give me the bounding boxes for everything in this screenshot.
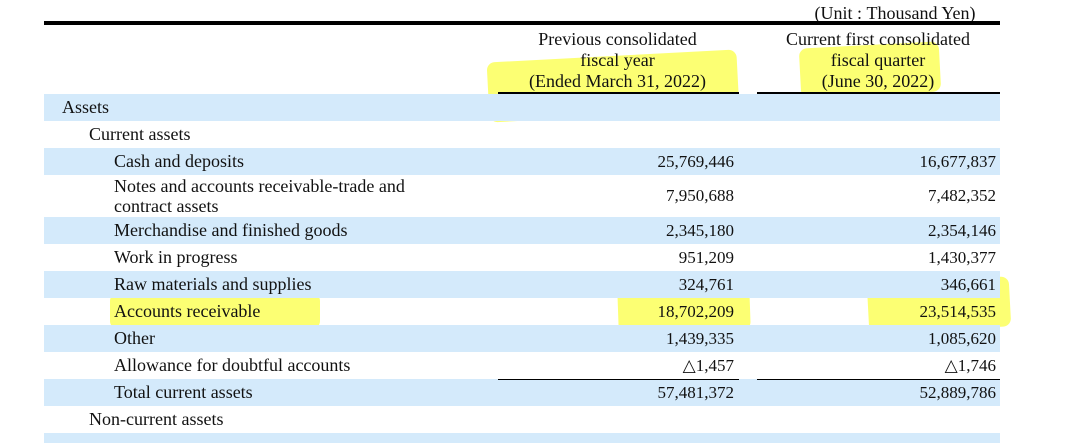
row-label: Current assets xyxy=(89,124,191,144)
column-separator xyxy=(757,92,1000,94)
value-previous: 57,481,372 xyxy=(657,383,735,402)
row-label: Work in progress xyxy=(114,247,238,267)
value-current: 52,889,786 xyxy=(919,383,997,402)
header-line: (June 30, 2022) xyxy=(821,71,935,91)
row-label: Non-current assets xyxy=(89,409,224,429)
highlight-accounts-receivable-label xyxy=(110,293,320,329)
subtotal-rule xyxy=(757,379,1000,380)
value-previous: 324,761 xyxy=(678,275,734,294)
value-current: 2,354,146 xyxy=(928,221,996,240)
value-previous: 951,209 xyxy=(678,248,734,267)
balance-sheet-table: Assets Current assets Cash and deposits … xyxy=(44,94,1000,443)
table-row: Assets xyxy=(44,94,1000,121)
table-row: Allowance for doubtful accounts △1,457 △… xyxy=(44,352,1000,379)
table-row: Current assets xyxy=(44,121,1000,148)
header-line: fiscal quarter xyxy=(830,50,926,70)
row-label: Assets xyxy=(62,97,110,117)
table-row xyxy=(44,433,1000,443)
table-row: Work in progress 951,209 1,430,377 xyxy=(44,244,1000,271)
table-top-rule xyxy=(44,21,1000,25)
table-row: Raw materials and supplies 324,761 346,6… xyxy=(44,271,1000,298)
table-row: Total current assets 57,481,372 52,889,7… xyxy=(44,379,1000,406)
value-current: 7,482,352 xyxy=(928,186,996,205)
value-previous: 1,439,335 xyxy=(666,329,734,348)
row-label: Allowance for doubtful accounts xyxy=(114,355,351,375)
row-label: Total current assets xyxy=(114,382,253,402)
table-row: Accounts receivable 18,702,209 23,514,53… xyxy=(44,298,1000,325)
value-current: 1,085,620 xyxy=(928,329,996,348)
header-line: fiscal year xyxy=(580,50,655,70)
value-current: 16,677,837 xyxy=(919,152,997,171)
row-label: Other xyxy=(114,328,155,348)
value-previous: △1,457 xyxy=(682,356,734,375)
row-label: Merchandise and finished goods xyxy=(114,220,348,240)
value-current: 346,661 xyxy=(940,275,996,294)
value-previous: 7,950,688 xyxy=(666,186,734,205)
value-current: 1,430,377 xyxy=(928,248,996,267)
header-line: Previous consolidated xyxy=(538,29,697,49)
column-header-previous: Previous consolidated fiscal year (Ended… xyxy=(496,29,739,92)
column-header-current: Current first consolidated fiscal quarte… xyxy=(756,29,1000,92)
header-line: (Ended March 31, 2022) xyxy=(529,71,706,91)
value-current: 23,514,535 xyxy=(919,302,997,321)
row-label-line: contract assets xyxy=(114,196,219,216)
value-previous: 18,702,209 xyxy=(657,302,735,321)
subtotal-rule xyxy=(498,379,739,380)
table-row: Merchandise and finished goods 2,345,180… xyxy=(44,217,1000,244)
row-label: Raw materials and supplies xyxy=(114,274,312,294)
table-row: Non-current assets xyxy=(44,406,1000,433)
table-row: Other 1,439,335 1,085,620 xyxy=(44,325,1000,352)
row-label: Accounts receivable xyxy=(114,301,261,321)
row-label-line: Notes and accounts receivable-trade and xyxy=(114,176,405,196)
value-previous: 25,769,446 xyxy=(657,152,735,171)
header-line: Current first consolidated xyxy=(786,29,970,49)
column-separator xyxy=(498,92,739,94)
table-row: Cash and deposits 25,769,446 16,677,837 xyxy=(44,148,1000,175)
unit-label: (Unit : Thousand Yen) xyxy=(814,3,976,23)
value-previous: 2,345,180 xyxy=(666,221,734,240)
row-label: Cash and deposits xyxy=(114,151,244,171)
table-row: Notes and accounts receivable-trade and … xyxy=(44,175,1000,217)
row-label: Notes and accounts receivable-trade and … xyxy=(114,176,405,216)
value-current: △1,746 xyxy=(944,356,996,375)
